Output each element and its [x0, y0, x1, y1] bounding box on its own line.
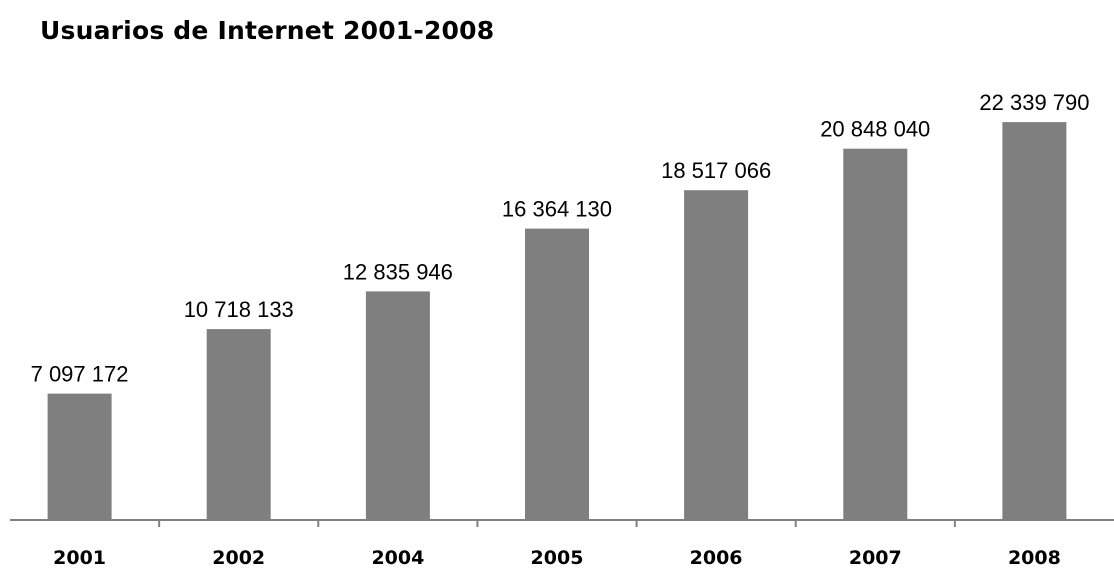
data-label: 16 364 130	[502, 197, 612, 222]
bar	[843, 148, 908, 520]
bar	[47, 393, 112, 520]
x-tick-label: 2001	[53, 547, 106, 569]
bar	[1002, 122, 1067, 520]
bar	[684, 190, 749, 520]
data-label: 18 517 066	[661, 158, 771, 183]
bar	[206, 329, 271, 520]
bar	[365, 291, 430, 520]
data-label: 10 718 133	[184, 297, 294, 322]
data-label: 12 835 946	[343, 259, 453, 284]
x-tick-label: 2005	[531, 547, 584, 569]
x-tick-label: 2002	[212, 547, 265, 569]
data-label: 20 848 040	[820, 117, 930, 142]
x-tick-label: 2004	[371, 547, 424, 569]
data-label: 7 097 172	[31, 362, 129, 387]
data-label: 22 339 790	[979, 90, 1089, 115]
x-tick-label: 2007	[849, 547, 902, 569]
bar	[525, 228, 589, 520]
chart-title: Usuarios de Internet 2001-2008	[40, 16, 495, 45]
x-tick-label: 2006	[690, 547, 743, 569]
x-tick-label: 2008	[1008, 547, 1061, 569]
